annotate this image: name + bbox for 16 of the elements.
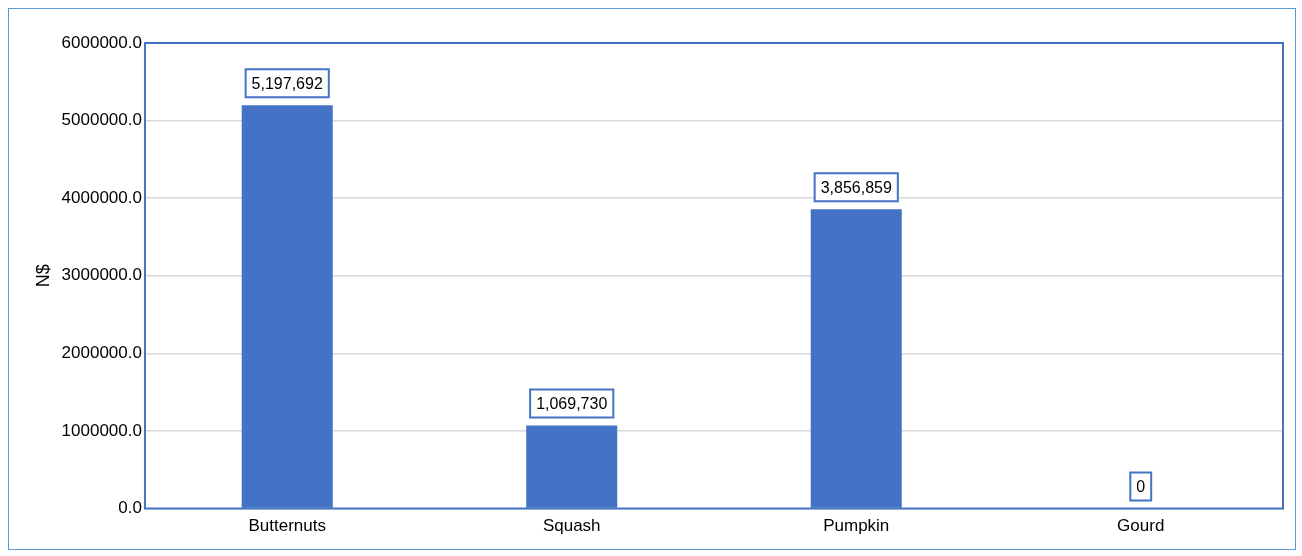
- y-tick-label: 1000000.0: [61, 420, 142, 440]
- y-tick-label: 2000000.0: [61, 343, 142, 363]
- data-label: 5,197,692: [251, 74, 323, 92]
- x-tick-label: Pumpkin: [823, 516, 890, 536]
- data-label: 0: [1136, 478, 1146, 496]
- x-tick-label: Squash: [542, 516, 601, 536]
- data-label: 1,069,730: [536, 395, 608, 412]
- x-tick-label: Gourd: [1117, 516, 1165, 536]
- y-tick-label: 0.0: [118, 498, 142, 518]
- y-tick-label: 3000000.0: [61, 265, 142, 285]
- y-tick-label: 4000000.0: [61, 187, 142, 207]
- y-tick-label: 5000000.0: [61, 110, 142, 130]
- data-label: 3,856,859: [820, 178, 892, 196]
- x-tick-label: Butternuts: [248, 516, 326, 536]
- y-axis-title: N$: [32, 264, 53, 288]
- y-tick-label: 6000000.0: [61, 32, 142, 52]
